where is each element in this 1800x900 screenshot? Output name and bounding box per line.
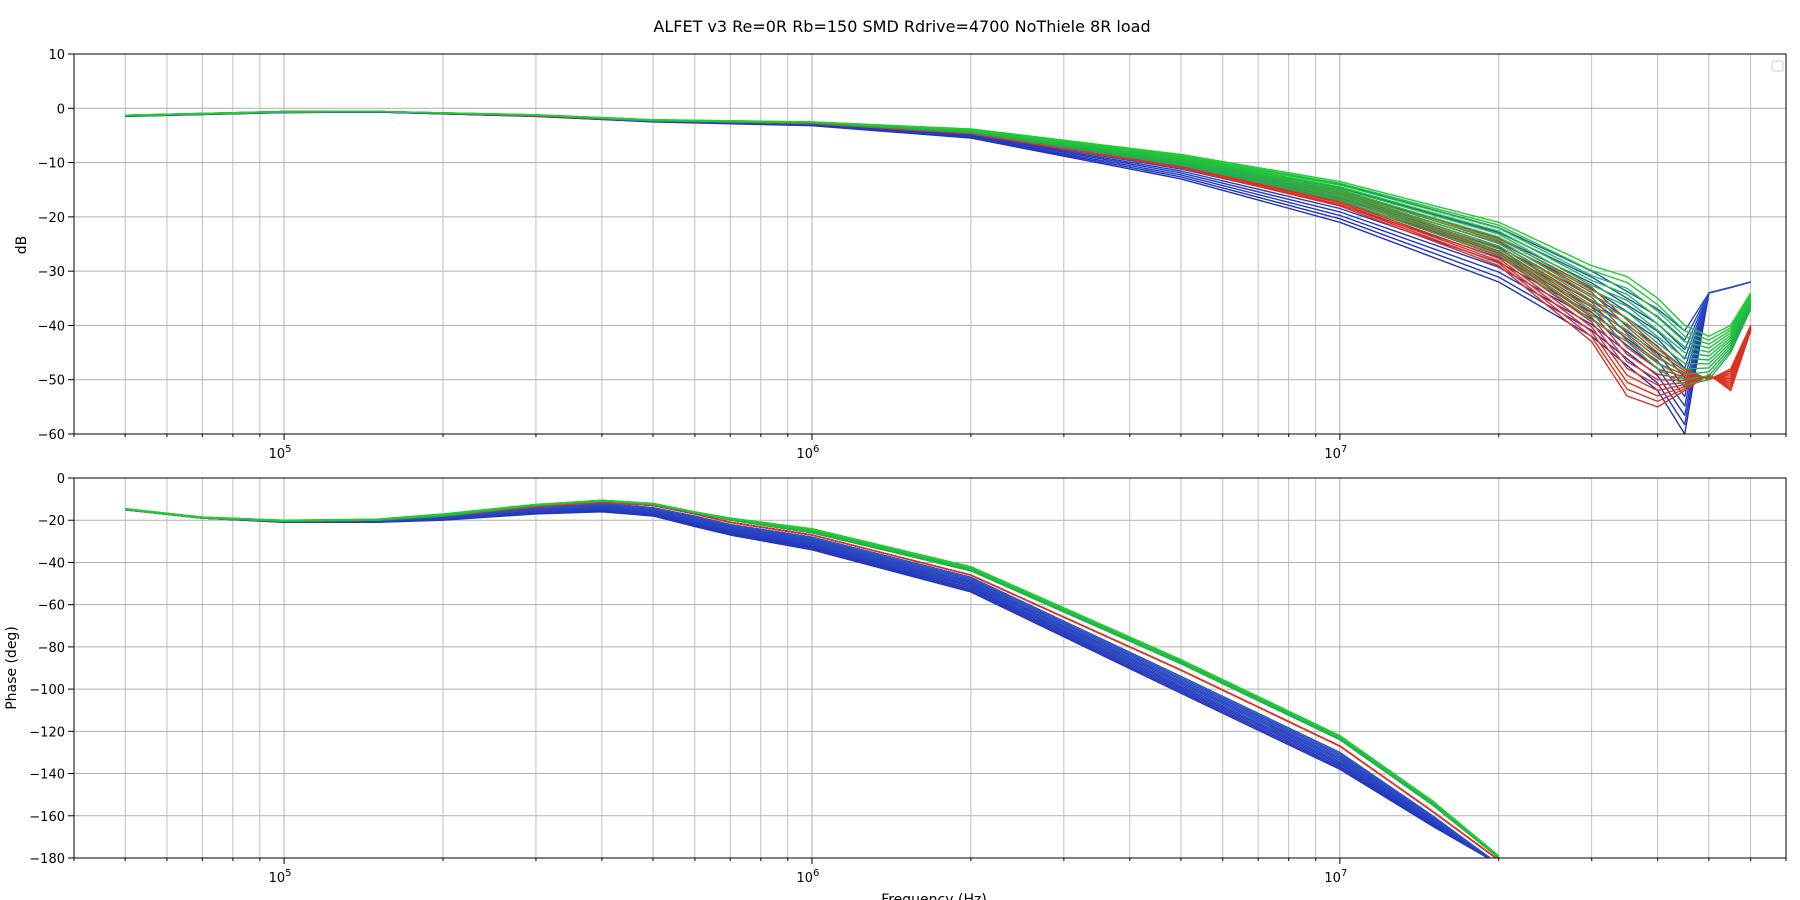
x-tick-label: 107 [1324,444,1347,462]
y-tick-label: −140 [29,768,65,783]
phase-series-line [125,499,1500,857]
y-tick-label: −10 [38,157,65,172]
y-tick-label: −50 [38,374,65,389]
phase-axes-frame [73,477,1787,859]
y-tick-label: −180 [29,852,65,867]
y-tick-label: −60 [38,428,65,443]
magnitude-curves [125,110,1752,434]
phase-curves [125,499,1500,858]
y-tick-label: −20 [38,211,65,226]
phase-y-axis-label: Phase (deg) [4,626,20,710]
phase-panel: 0 −20 −40 −60 −80 −100 −120 −140 −160 −180 105 106 1… [29,472,1787,886]
magnitude-series-line [125,110,1752,370]
magnitude-series-line [125,110,1751,370]
x-tick-label: 106 [797,868,820,886]
y-tick-label: −30 [38,265,65,280]
y-tick-label: −160 [29,810,65,825]
legend-box [1771,60,1784,72]
magnitude-series-line [125,111,1751,426]
magnitude-panel: 10 0 −10 −20 −30 −40 −50 −60 105 106 107 [38,48,1787,462]
y-tick-label: 0 [57,472,65,487]
magnitude-axes-frame [73,53,1787,435]
magnitude-series-line [125,110,1752,365]
y-tick-label: −20 [38,514,65,529]
x-axis-label: Frequency (Hz) [881,892,987,900]
y-tick-label: −100 [29,683,65,698]
y-tick-label: −80 [38,641,65,656]
y-tick-label: 10 [48,48,65,63]
magnitude-series-line [125,110,1752,357]
magnitude-series-line [125,110,1751,351]
y-tick-label: −40 [38,319,65,334]
y-tick-label: 0 [57,102,65,117]
x-tick-label: 105 [269,444,292,462]
x-tick-label: 105 [269,868,292,886]
x-tick-label: 107 [1324,868,1347,886]
x-tick-label: 106 [797,444,820,462]
magnitude-series-line [125,110,1751,332]
magnitude-series-line [125,110,1752,345]
y-tick-label: −60 [38,599,65,614]
y-tick-label: −40 [38,556,65,571]
magnitude-series-line [125,110,1752,337]
chart-title: ALFET v3 Re=0R Rb=150 SMD Rdrive=4700 No… [653,17,1150,36]
magnitude-series-line [125,111,1751,388]
magnitude-y-axis-label: dB [14,236,30,255]
y-tick-label: −120 [29,725,65,740]
